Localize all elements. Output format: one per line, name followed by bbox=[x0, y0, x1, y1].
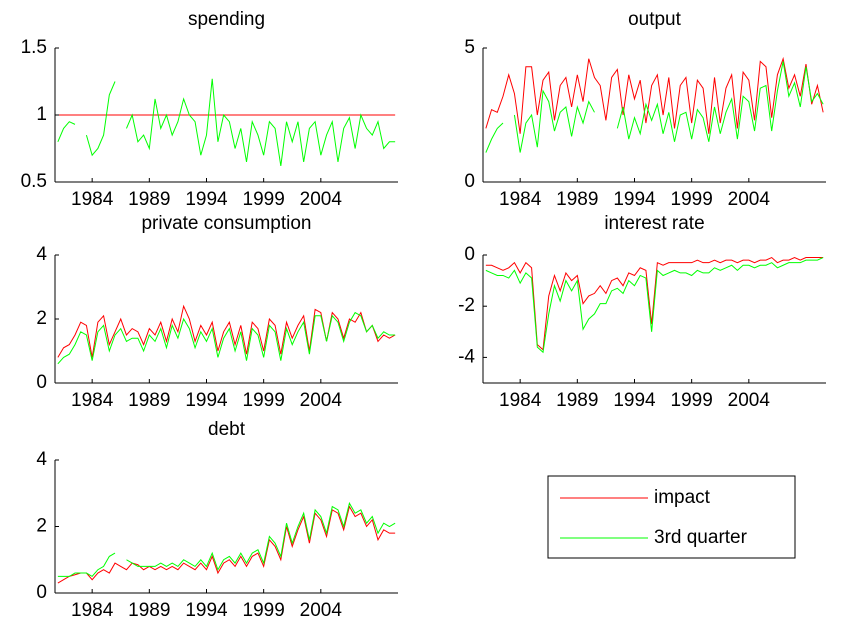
data-line bbox=[485, 257, 824, 354]
data-line bbox=[57, 311, 396, 365]
x-tick-label: 1994 bbox=[185, 189, 228, 210]
subplot-title: spending bbox=[188, 9, 265, 30]
y-tick-label: 0 bbox=[36, 582, 47, 603]
y-tick-label: 2 bbox=[36, 516, 47, 537]
plot-area bbox=[485, 56, 824, 153]
legend-label: impact bbox=[654, 487, 711, 508]
subplot: private consumption 0 2 4 1984 1989 1994 1999 20… bbox=[36, 213, 398, 411]
legend: impact 3rd quarter bbox=[547, 475, 796, 559]
data-line bbox=[485, 256, 824, 351]
x-tick-label: 1999 bbox=[671, 390, 713, 411]
subplot: output 0 5 1984 1989 1994 1999 2004 bbox=[464, 9, 826, 210]
data-line bbox=[57, 304, 396, 358]
x-tick-label: 1994 bbox=[185, 600, 228, 621]
x-tick-label: 1989 bbox=[128, 189, 170, 210]
subplot-title: output bbox=[628, 9, 682, 30]
y-tick-label: -2 bbox=[458, 295, 475, 316]
x-tick-label: 1989 bbox=[556, 189, 598, 210]
x-tick-label: 1989 bbox=[556, 390, 598, 411]
y-tick-label: 0 bbox=[464, 244, 475, 265]
y-tick-label: 2 bbox=[36, 308, 47, 329]
plot-area bbox=[57, 304, 396, 365]
x-tick-label: 1984 bbox=[499, 189, 542, 210]
x-tick-label: 1994 bbox=[613, 189, 656, 210]
subplot: debt 0 2 4 1984 1989 1994 1999 2004 bbox=[36, 419, 398, 621]
x-tick-label: 1994 bbox=[185, 390, 228, 411]
data-line bbox=[485, 61, 824, 153]
y-tick-label: 0 bbox=[36, 372, 47, 393]
y-tick-label: 1.5 bbox=[21, 37, 47, 58]
subplot-title: interest rate bbox=[604, 213, 704, 234]
x-tick-label: 1989 bbox=[128, 390, 170, 411]
x-tick-label: 1984 bbox=[71, 189, 114, 210]
y-tick-label: 5 bbox=[464, 37, 475, 58]
data-line bbox=[57, 501, 396, 578]
x-tick-label: 1999 bbox=[243, 189, 285, 210]
subplot-title: debt bbox=[208, 419, 246, 440]
x-tick-label: 2004 bbox=[728, 390, 771, 411]
plot-area bbox=[57, 78, 396, 166]
y-tick-label: -4 bbox=[458, 346, 475, 367]
x-tick-label: 1999 bbox=[671, 189, 713, 210]
y-tick-label: 0.5 bbox=[21, 171, 47, 192]
x-tick-label: 1984 bbox=[71, 600, 114, 621]
x-tick-label: 1984 bbox=[71, 390, 114, 411]
subplot: interest rate -4 -2 0 1984 1989 1994 1999 2004 bbox=[458, 213, 826, 411]
x-tick-label: 1999 bbox=[243, 390, 285, 411]
data-line bbox=[485, 56, 824, 134]
plot-area bbox=[57, 501, 396, 584]
x-tick-label: 2004 bbox=[300, 189, 343, 210]
y-tick-label: 4 bbox=[36, 244, 47, 265]
x-tick-label: 2004 bbox=[728, 189, 771, 210]
legend-label: 3rd quarter bbox=[654, 527, 748, 548]
y-tick-label: 1 bbox=[36, 104, 47, 125]
x-tick-label: 2004 bbox=[300, 390, 343, 411]
y-tick-label: 0 bbox=[464, 171, 475, 192]
x-tick-label: 1994 bbox=[613, 390, 656, 411]
x-tick-label: 1999 bbox=[243, 600, 285, 621]
data-line bbox=[57, 78, 396, 166]
data-line bbox=[57, 505, 396, 584]
plot-area bbox=[485, 256, 824, 354]
subplot-title: private consumption bbox=[141, 213, 311, 234]
x-tick-label: 2004 bbox=[300, 600, 343, 621]
x-tick-label: 1989 bbox=[128, 600, 170, 621]
x-tick-label: 1984 bbox=[499, 390, 542, 411]
y-tick-label: 4 bbox=[36, 449, 47, 470]
legend-box bbox=[547, 475, 796, 559]
subplot: spending 0.5 1 1.5 1984 1989 1994 1999 2004 bbox=[21, 9, 398, 210]
